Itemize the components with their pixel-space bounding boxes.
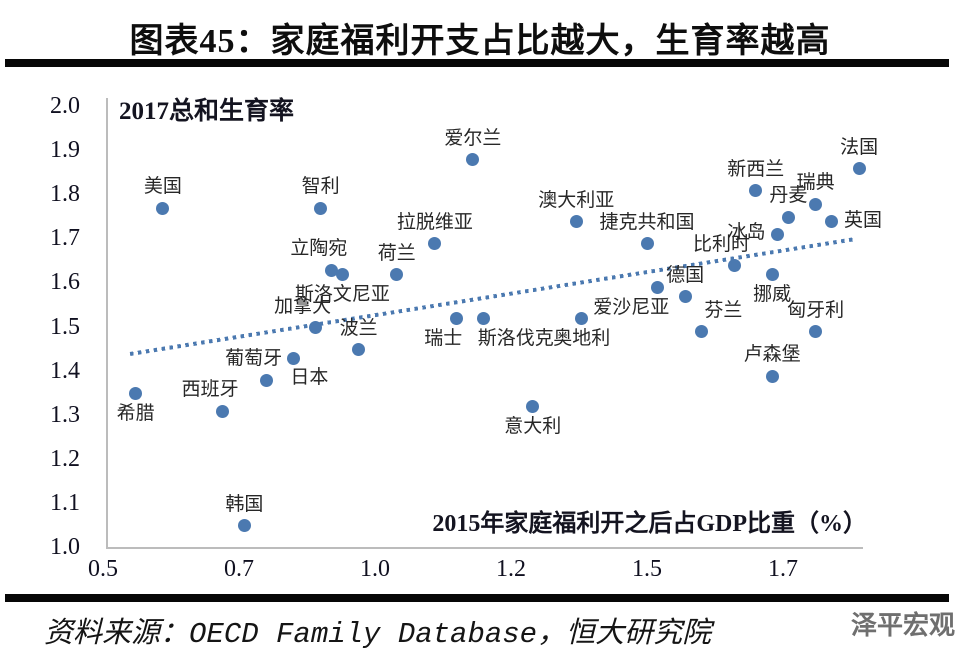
data-point-italy <box>526 400 540 414</box>
data-point-label-lithuania: 立陶宛 <box>290 238 348 260</box>
data-point-south-korea <box>237 519 251 533</box>
data-point-australia <box>569 215 583 229</box>
data-point-label-iceland: 冰岛 <box>727 221 766 243</box>
footer-divider-rule <box>5 594 949 602</box>
data-point-label-greece: 希腊 <box>116 402 155 424</box>
y-tick-label: 1.8 <box>50 181 80 208</box>
x-axis-title: 2015年家庭福利开之后占GDP比重（%） <box>432 511 867 537</box>
data-point-slovakia <box>477 312 491 326</box>
data-point-denmark <box>781 210 795 224</box>
data-point-label-netherlands: 荷兰 <box>377 242 416 264</box>
data-point-chile <box>314 201 328 215</box>
y-tick-label: 1.4 <box>50 357 80 384</box>
data-point-spain <box>216 404 230 418</box>
data-point-label-luxembourg: 卢森堡 <box>743 344 801 365</box>
data-point-label-finland: 芬兰 <box>704 299 743 321</box>
data-point-portugal <box>259 373 273 387</box>
data-point-germany <box>678 290 692 304</box>
data-point-belgium <box>727 259 741 273</box>
data-point-czech-republic <box>640 237 654 251</box>
data-point-label-chile: 智利 <box>301 176 340 198</box>
data-point-label-sweden: 瑞典 <box>796 172 835 194</box>
data-point-ireland <box>466 153 480 167</box>
data-point-label-hungary: 匈牙利 <box>787 299 845 321</box>
data-point-label-denmark: 丹麦 <box>769 185 808 207</box>
data-point-france <box>852 162 866 176</box>
data-point-label-italy: 意大利 <box>504 415 562 437</box>
data-point-estonia <box>651 281 665 295</box>
data-point-label-slovakia: 斯洛伐克 <box>477 327 554 349</box>
source-line: 资料来源：OECD Family Database，恒大研究院 <box>44 609 711 651</box>
y-tick-label: 2.0 <box>50 93 80 119</box>
title-divider-rule <box>5 59 949 67</box>
source-dataset-name: OECD Family Database <box>189 618 538 651</box>
data-point-label-spain: 西班牙 <box>181 379 239 401</box>
data-point-norway <box>765 268 779 282</box>
data-point-lithuania <box>324 263 338 277</box>
data-point-label-slovenia: 斯洛文尼亚 <box>294 283 390 305</box>
y-tick-label: 1.7 <box>50 225 80 252</box>
x-axis-line <box>106 547 863 549</box>
data-point-iceland <box>771 228 785 242</box>
scatter-chart: 2017总和生育率 2015年家庭福利开之后占GDP比重（%） 2.0 1.9 1.… <box>50 93 882 582</box>
data-point-greece <box>129 387 143 401</box>
x-tick-label: 1.0 <box>360 556 390 582</box>
data-point-label-south-korea: 韩国 <box>225 493 264 515</box>
figure-title: 图表45：家庭福利开支占比越大，生育率越高 <box>129 23 831 60</box>
y-axis-line <box>106 98 108 548</box>
data-point-netherlands <box>390 268 404 282</box>
x-tick-label: 1.7 <box>768 556 798 582</box>
data-point-austria <box>575 312 589 326</box>
y-tick-label: 1.1 <box>50 489 80 516</box>
source-suffix: ，恒大研究院 <box>537 617 712 649</box>
data-point-label-japan: 日本 <box>290 367 329 389</box>
data-point-slovenia <box>335 268 349 282</box>
data-point-label-poland: 波兰 <box>339 317 378 339</box>
y-tick-label: 1.9 <box>50 137 80 164</box>
data-point-label-new-zealand: 新西兰 <box>727 158 785 180</box>
data-point-poland <box>352 343 366 357</box>
data-point-label-estonia: 爱沙尼亚 <box>593 296 670 318</box>
data-point-label-austria: 奥地利 <box>553 327 611 349</box>
data-point-new-zealand <box>749 184 763 198</box>
y-tick-label: 1.6 <box>50 269 80 296</box>
data-point-japan <box>286 351 300 365</box>
data-point-finland <box>694 325 708 339</box>
data-point-label-ireland: 爱尔兰 <box>444 127 502 149</box>
y-tick-label: 1.0 <box>50 534 80 560</box>
source-prefix: 资料来源： <box>44 617 190 649</box>
data-point-label-usa: 美国 <box>143 176 182 198</box>
data-point-label-norway: 挪威 <box>753 283 792 305</box>
x-tick-label: 0.5 <box>88 556 118 582</box>
data-point-label-switzerland: 瑞士 <box>424 327 463 349</box>
data-point-label-france: 法国 <box>840 136 879 158</box>
y-tick-label: 1.3 <box>50 401 80 428</box>
data-point-label-germany: 德国 <box>666 264 705 286</box>
data-point-uk <box>825 215 839 229</box>
data-point-usa <box>156 201 170 215</box>
data-point-latvia <box>428 237 442 251</box>
x-tick-label: 1.5 <box>632 556 662 582</box>
data-point-sweden <box>809 197 823 211</box>
data-point-label-czech-republic: 捷克共和国 <box>599 211 695 233</box>
watermark: 泽平宏观 <box>851 611 956 640</box>
x-tick-label: 0.7 <box>224 556 254 582</box>
data-point-label-belgium: 比利时 <box>692 233 750 255</box>
data-point-label-canada: 加拿大 <box>274 295 332 317</box>
data-point-canada <box>308 321 322 334</box>
y-axis-title: 2017总和生育率 <box>119 98 295 125</box>
data-point-label-portugal: 葡萄牙 <box>225 348 283 370</box>
data-point-hungary <box>809 325 823 339</box>
data-point-switzerland <box>450 312 464 326</box>
x-tick-label: 1.2 <box>496 556 526 582</box>
data-point-luxembourg <box>765 369 779 383</box>
data-point-label-australia: 澳大利亚 <box>538 189 615 211</box>
y-tick-label: 1.5 <box>50 313 80 340</box>
y-tick-label: 1.2 <box>50 445 80 472</box>
data-point-label-latvia: 拉脱维亚 <box>396 211 473 233</box>
data-point-label-uk: 英国 <box>843 209 882 231</box>
